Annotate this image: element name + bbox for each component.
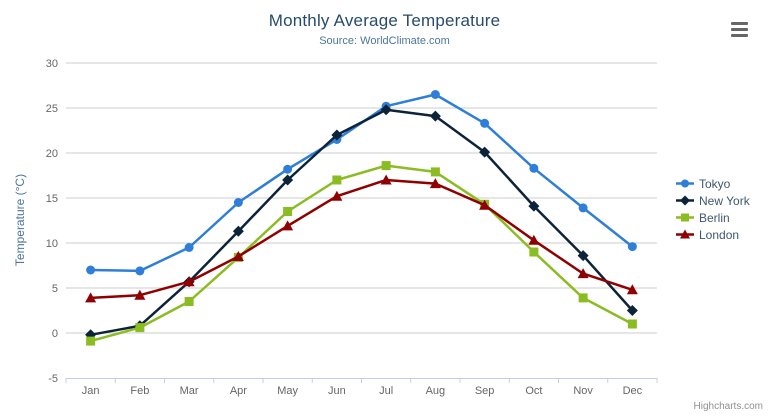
x-axis-label: Dec	[623, 385, 643, 397]
circle-marker[interactable]	[233, 198, 243, 207]
y-axis-label: 15	[46, 193, 58, 205]
hamburger-menu-icon	[731, 34, 748, 37]
diamond-marker[interactable]	[577, 250, 589, 262]
diamond-marker[interactable]	[626, 305, 638, 316]
x-axis-label: Apr	[230, 385, 247, 397]
x-axis-label: Nov	[573, 385, 593, 397]
credits-link[interactable]: Highcharts.com	[693, 401, 763, 412]
circle-marker[interactable]	[578, 203, 588, 213]
hamburger-menu-icon	[731, 28, 748, 31]
y-axis-label: 20	[46, 148, 58, 160]
diamond-legend-icon	[676, 195, 694, 206]
triangle-marker[interactable]	[680, 229, 690, 239]
y-axis-title: Temperature (°C)	[13, 173, 27, 267]
triangle-marker[interactable]	[282, 220, 294, 231]
x-axis-label: Feb	[130, 385, 149, 397]
triangle-marker[interactable]	[183, 276, 195, 287]
diamond-marker[interactable]	[680, 195, 690, 206]
square-marker[interactable]	[578, 293, 588, 303]
y-axis-label: 30	[46, 58, 58, 70]
diamond-marker[interactable]	[429, 110, 441, 122]
triangle-marker[interactable]	[380, 174, 392, 185]
diamond-marker[interactable]	[528, 200, 540, 212]
y-axis-label: -5	[48, 373, 58, 385]
diamond-marker[interactable]	[380, 104, 392, 116]
x-axis-label: Sep	[475, 385, 495, 397]
hamburger-menu-icon	[731, 22, 748, 25]
x-axis-label: Oct	[525, 385, 542, 397]
y-axis-label: 25	[46, 103, 58, 115]
square-marker[interactable]	[135, 323, 145, 333]
circle-marker[interactable]	[283, 164, 293, 174]
square-marker[interactable]	[86, 336, 96, 346]
legend-item-london[interactable]: London	[676, 226, 750, 243]
series-line-london	[89, 178, 634, 300]
diamond-marker[interactable]	[331, 129, 343, 141]
legend-item-tokyo[interactable]: Tokyo	[676, 175, 750, 192]
square-marker[interactable]	[681, 213, 689, 222]
series-line-tokyo	[89, 93, 634, 273]
x-axis-label: May	[277, 385, 298, 397]
export-menu-button[interactable]	[731, 22, 749, 37]
legend-label: London	[699, 227, 740, 242]
circle-marker[interactable]	[529, 163, 539, 173]
triangle-marker[interactable]	[479, 199, 491, 210]
diamond-marker[interactable]	[232, 225, 244, 237]
square-marker[interactable]	[529, 247, 539, 257]
triangle-marker[interactable]	[134, 289, 146, 300]
diamond-marker[interactable]	[282, 174, 294, 186]
series-line-new-york	[89, 108, 634, 337]
triangle-marker[interactable]	[528, 234, 540, 245]
triangle-legend-icon	[676, 229, 694, 239]
x-axis-label: Aug	[426, 385, 446, 397]
chart-title: Monthly Average Temperature	[268, 11, 501, 30]
square-marker[interactable]	[381, 161, 391, 171]
square-marker[interactable]	[430, 167, 440, 177]
legend-label: New York	[699, 193, 750, 208]
legend-label: Berlin	[699, 210, 730, 225]
circle-marker[interactable]	[86, 265, 96, 275]
y-axis-label: 10	[46, 238, 58, 250]
triangle-marker[interactable]	[429, 178, 441, 189]
circle-marker[interactable]	[430, 90, 440, 99]
x-axis-label: Mar	[180, 385, 199, 397]
square-marker[interactable]	[184, 297, 194, 306]
square-marker[interactable]	[332, 175, 342, 185]
legend-label: Tokyo	[699, 176, 731, 191]
chart-subtitle: Source: WorldClimate.com	[319, 35, 450, 47]
circle-marker[interactable]	[135, 266, 145, 276]
triangle-marker[interactable]	[331, 190, 343, 201]
circle-legend-icon	[676, 179, 694, 188]
y-axis-label: 5	[52, 283, 58, 295]
triangle-marker[interactable]	[577, 268, 589, 279]
x-axis-label: Jul	[379, 385, 393, 397]
x-axis-label: Jun	[328, 385, 346, 397]
x-axis-label: Jan	[82, 385, 100, 397]
legend: Tokyo New York Berlin London	[676, 175, 750, 243]
y-axis-label: 0	[52, 328, 58, 340]
square-marker[interactable]	[283, 207, 293, 216]
triangle-marker[interactable]	[232, 251, 244, 261]
triangle-marker[interactable]	[85, 292, 97, 303]
circle-marker[interactable]	[681, 179, 689, 188]
triangle-marker[interactable]	[626, 284, 638, 295]
square-marker[interactable]	[627, 319, 637, 329]
square-legend-icon	[676, 213, 694, 222]
circle-marker[interactable]	[627, 242, 637, 252]
circle-marker[interactable]	[480, 118, 490, 128]
circle-marker[interactable]	[184, 243, 194, 252]
legend-item-berlin[interactable]: Berlin	[676, 209, 750, 226]
series-line-berlin	[89, 164, 634, 343]
legend-item-new-york[interactable]: New York	[676, 192, 750, 209]
diamond-marker[interactable]	[479, 146, 491, 158]
